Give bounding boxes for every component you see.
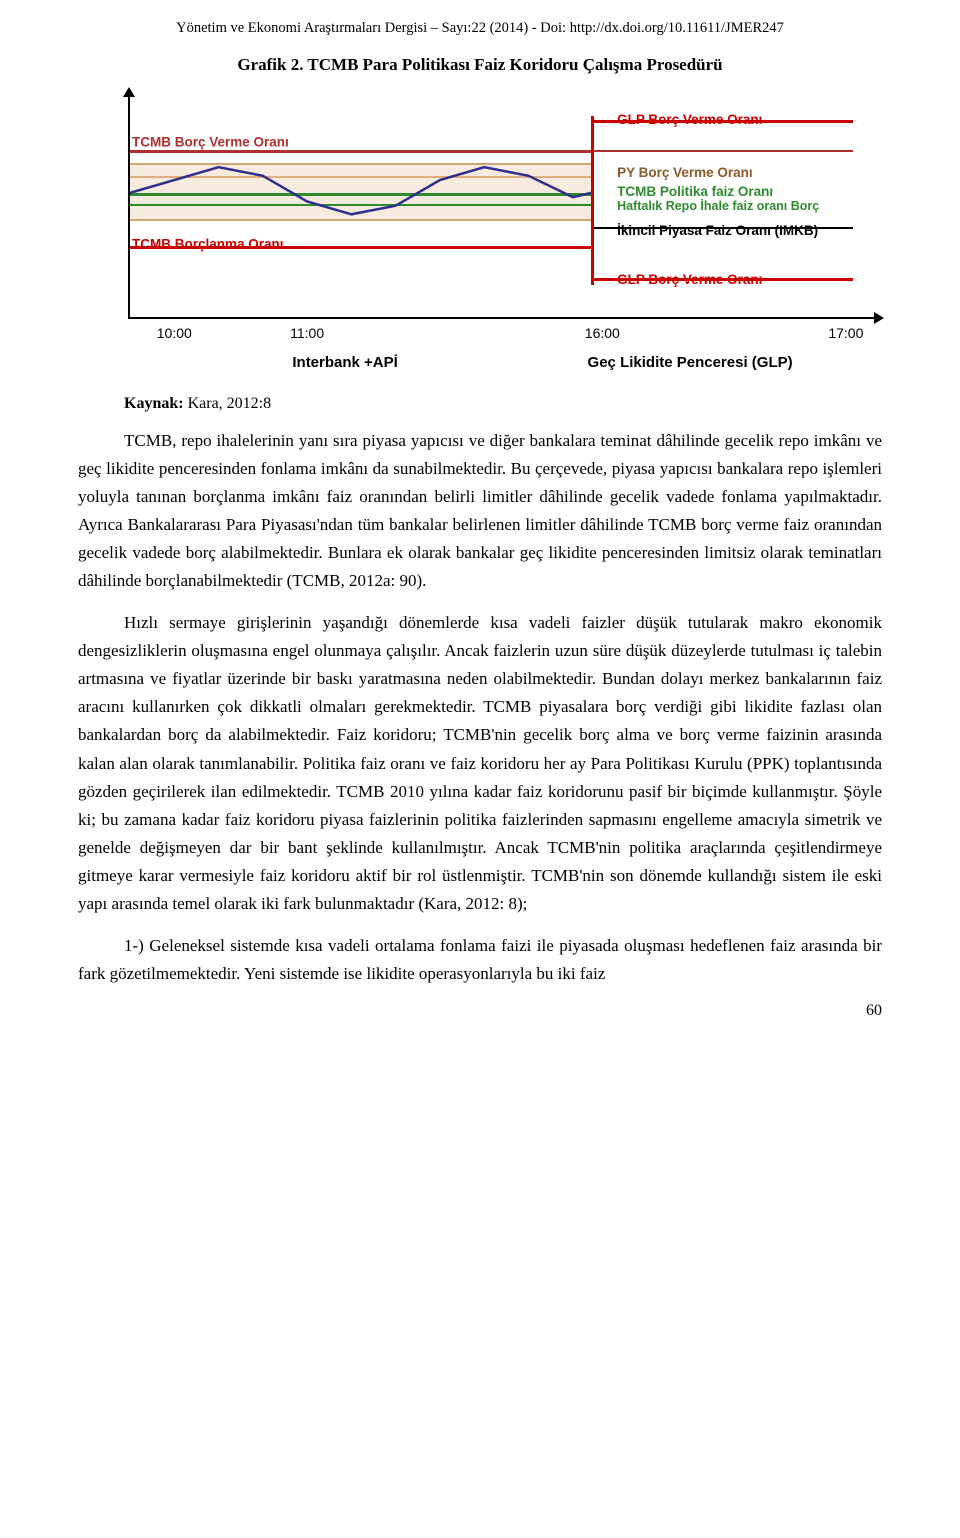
x-tick: 16:00 bbox=[585, 325, 620, 341]
chart-container: GLP Borç Verme Oranı TCMB Borç Verme Oran… bbox=[78, 89, 882, 369]
chart-bottom-label: Geç Likidite Penceresi (GLP) bbox=[588, 354, 793, 371]
chart-bottom-label: Interbank +APİ bbox=[292, 354, 397, 371]
corridor-chart: GLP Borç Verme Oranı TCMB Borç Verme Oran… bbox=[78, 89, 882, 369]
chart-label: PY Borç Verme Oranı bbox=[617, 165, 753, 180]
x-tick: 11:00 bbox=[290, 325, 324, 341]
source-label: Kaynak: bbox=[124, 395, 184, 412]
x-axis bbox=[128, 317, 874, 319]
chart-label: TCMB Borç Verme Oranı bbox=[132, 134, 289, 149]
figure-source: Kaynak: Kara, 2012:8 bbox=[124, 395, 882, 413]
chart-label: Haftalık Repo İhale faiz oranı Borç bbox=[617, 199, 819, 213]
source-value: Kara, 2012:8 bbox=[184, 395, 272, 412]
running-header: Yönetim ve Ekonomi Araştırmaları Dergisi… bbox=[78, 20, 882, 37]
chart-label: GLP Borç Verme Oranı bbox=[617, 112, 762, 127]
chart-label: İkincil Piyasa Faiz Oranı (IMKB) bbox=[617, 223, 818, 238]
page: Yönetim ve Ekonomi Araştırmaları Dergisi… bbox=[0, 0, 960, 1060]
x-tick: 10:00 bbox=[157, 325, 192, 341]
chart-label: TCMB Politika faiz Oranı bbox=[617, 184, 773, 199]
figure-title: Grafik 2. TCMB Para Politikası Faiz Kori… bbox=[78, 55, 882, 75]
x-tick: 17:00 bbox=[828, 325, 863, 341]
chart-label: TCMB Borçlanma Oranı bbox=[132, 237, 284, 252]
plot-area: GLP Borç Verme Oranı TCMB Borç Verme Oran… bbox=[130, 103, 868, 317]
page-number: 60 bbox=[78, 1002, 882, 1020]
paragraph-2: Hızlı sermaye girişlerinin yaşandığı dön… bbox=[78, 609, 882, 918]
chart-label: GLP Borç Verme Oranı bbox=[617, 272, 762, 287]
paragraph-1: TCMB, repo ihalelerinin yanı sıra piyasa… bbox=[78, 427, 882, 595]
paragraph-3: 1-) Geleneksel sistemde kısa vadeli orta… bbox=[78, 932, 882, 988]
